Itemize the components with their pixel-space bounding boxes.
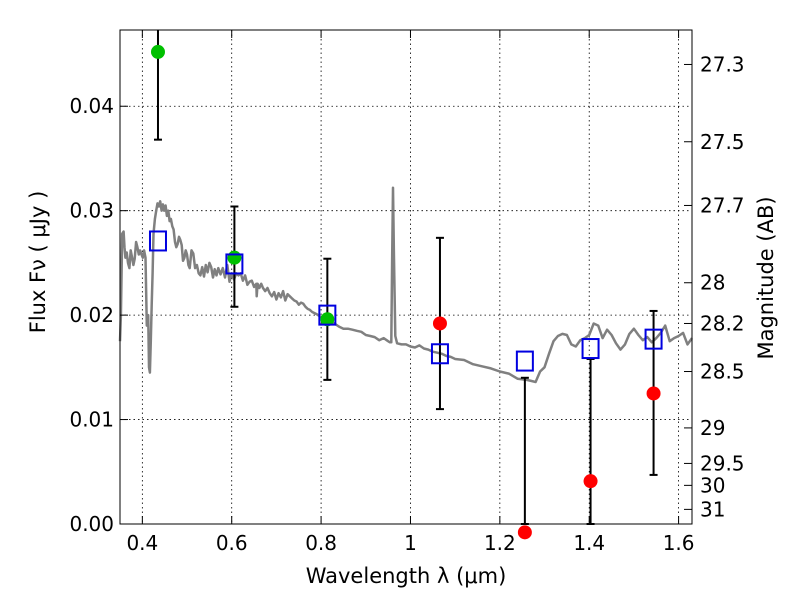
- y-tick-label: 0.00: [69, 512, 114, 536]
- model-flux-square: [430, 343, 449, 365]
- x-tick-label: 1.2: [484, 531, 516, 555]
- magnitude-tick-label: 28: [700, 271, 725, 295]
- magnitude-tick-label: 27.5: [700, 130, 745, 154]
- model-flux-square: [644, 328, 663, 350]
- model-spectrum: [118, 186, 694, 384]
- magnitude-tick-label: 28.5: [700, 360, 745, 384]
- observed-flux-point: [583, 474, 598, 489]
- y-tick-label: 0.04: [69, 94, 114, 118]
- magnitude-tick-label: 30: [700, 473, 725, 497]
- axis-ticks: [120, 30, 692, 525]
- magnitude-tick-label: 29.5: [700, 451, 745, 475]
- observed-flux-point: [646, 386, 661, 401]
- model-flux-square: [515, 350, 534, 372]
- magnitude-tick-label: 29: [700, 416, 725, 440]
- tick-labels: 0.4 0.6 0.8 1 1.2 1.4 1.6 0.00 0.01 0.02 0.03 0.04 2…: [69, 52, 744, 555]
- x-axis-title: Wavelength λ (μm): [306, 564, 507, 588]
- right-axis-title: Magnitude (AB): [754, 196, 778, 359]
- x-tick-label: 1.6: [663, 531, 695, 555]
- observed-flux-point: [150, 44, 165, 59]
- magnitude-tick-label: 27.3: [700, 52, 745, 76]
- observed-flux-point: [517, 525, 532, 540]
- x-tick-label: 0.4: [126, 531, 158, 555]
- model-flux-square: [581, 338, 600, 360]
- magnitude-tick-label: 27.7: [700, 193, 745, 217]
- observed-flux-point: [227, 250, 242, 265]
- x-tick-label: 1.4: [573, 531, 605, 555]
- observed-flux-point: [320, 312, 335, 327]
- spectrum-line: [118, 186, 694, 384]
- plot-frame: [119, 29, 693, 525]
- magnitude-tick-label: 28.2: [700, 311, 745, 335]
- model-flux-square: [225, 253, 244, 275]
- x-tick-label: 0.8: [305, 531, 337, 555]
- observed-flux-point: [432, 316, 447, 331]
- data-markers: [148, 44, 663, 540]
- model-flux-square: [148, 230, 167, 252]
- model-flux-square: [318, 304, 337, 326]
- y-tick-label: 0.03: [69, 199, 114, 223]
- magnitude-tick-label: 31: [700, 497, 725, 521]
- y-tick-label: 0.02: [69, 303, 114, 327]
- x-tick-label: 1: [404, 531, 417, 555]
- y-axis-title: Flux Fν ( μJy ): [26, 191, 50, 334]
- y-tick-label: 0.01: [69, 408, 114, 432]
- x-tick-label: 0.6: [216, 531, 248, 555]
